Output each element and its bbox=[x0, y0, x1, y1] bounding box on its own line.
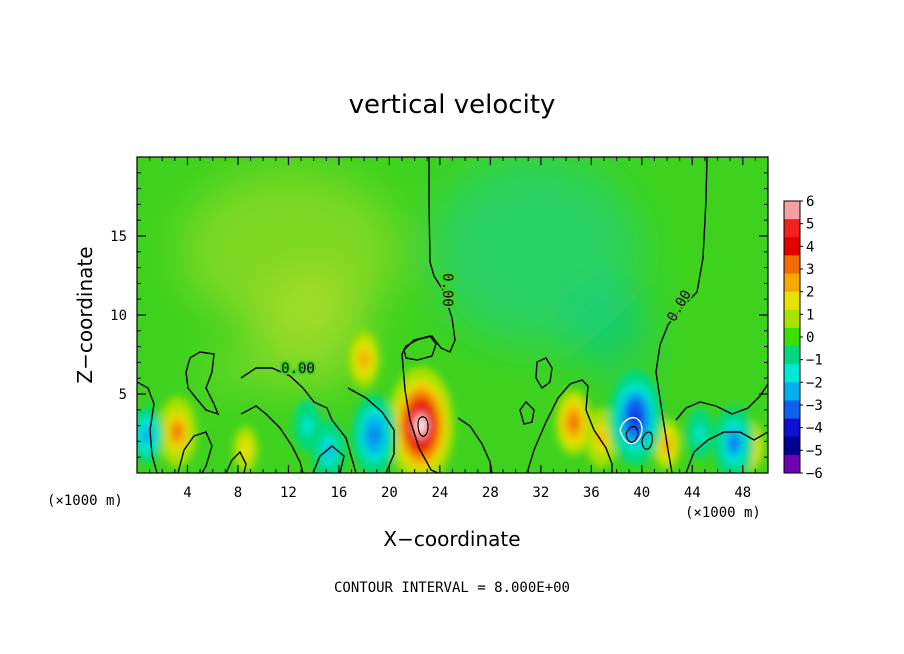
zero-contour bbox=[347, 387, 395, 473]
zero-contour bbox=[403, 335, 437, 361]
colorbar-label: −6 bbox=[806, 466, 823, 482]
downdraft-core-contour bbox=[619, 417, 643, 444]
x-tick-label: 44 bbox=[684, 485, 701, 501]
colorbar-label: 1 bbox=[806, 307, 814, 323]
colorbar-label: −5 bbox=[806, 443, 823, 459]
contour-label-halo: 0.00 bbox=[281, 361, 315, 377]
contour-label: 0.00 bbox=[281, 361, 315, 377]
colorbar-label: −4 bbox=[806, 421, 823, 437]
x-tick-label: 28 bbox=[482, 485, 499, 501]
velocity-cell bbox=[713, 406, 755, 473]
colorbar-label: 6 bbox=[806, 194, 814, 210]
velocity-cell bbox=[351, 394, 397, 473]
velocity-cell bbox=[348, 330, 380, 388]
x-tick-label: 20 bbox=[381, 485, 398, 501]
x-axis-label: X−coordinate bbox=[383, 527, 520, 551]
zero-contour bbox=[240, 367, 357, 473]
zero-contour bbox=[519, 400, 535, 425]
velocity-cell bbox=[233, 426, 258, 473]
chart-title: vertical velocity bbox=[349, 90, 556, 120]
x-tick-label: 48 bbox=[734, 485, 751, 501]
x-tick-label: 8 bbox=[234, 485, 242, 501]
y-tick-label: 10 bbox=[110, 308, 127, 324]
colorbar-label: 0 bbox=[806, 330, 814, 346]
colorbar-swatch bbox=[784, 219, 800, 238]
zero-contour bbox=[312, 445, 345, 473]
downdraft-core-contour bbox=[625, 425, 639, 443]
x-unit-label-left: (×1000 m) bbox=[47, 493, 123, 509]
colorbar-swatch bbox=[784, 273, 800, 293]
zero-contour bbox=[685, 431, 768, 473]
x-tick-label: 24 bbox=[431, 485, 448, 501]
colorbar-swatch bbox=[784, 364, 800, 383]
velocity-cell bbox=[137, 406, 163, 464]
colorbar-swatch bbox=[784, 382, 800, 401]
colorbar-swatch bbox=[784, 454, 800, 474]
colorbar-swatch bbox=[784, 309, 800, 329]
contour-label: 0.00 bbox=[439, 273, 455, 307]
colorbar-swatch bbox=[784, 327, 800, 347]
zero-contour bbox=[185, 351, 220, 416]
velocity-cell bbox=[157, 396, 197, 468]
colorbar-swatch bbox=[784, 418, 800, 438]
zero-contour bbox=[401, 157, 456, 473]
colorbar-swatch bbox=[784, 400, 800, 419]
zero-contour bbox=[675, 383, 768, 421]
zero-contour bbox=[225, 450, 247, 473]
velocity-cell bbox=[293, 399, 322, 452]
y-axis: 5 10 15 bbox=[110, 172, 768, 458]
zero-contour bbox=[535, 357, 553, 390]
colorbar: 6 5 4 3 2 1 0 −1 −2 −3 −4 −5 −6 bbox=[783, 194, 823, 482]
plot-area: 0.000.000.000.00 0.000.00 bbox=[137, 157, 768, 473]
colorbar-swatch bbox=[784, 291, 800, 311]
zero-contour bbox=[655, 157, 708, 473]
x-tick-label: 4 bbox=[183, 485, 191, 501]
y-axis-label: Z−coordinate bbox=[73, 246, 97, 383]
zero-contour bbox=[137, 381, 158, 473]
colorbar-swatch bbox=[784, 237, 800, 256]
colorbar-label: −1 bbox=[806, 353, 823, 369]
x-tick-label: 32 bbox=[532, 485, 549, 501]
colorbar-label: −2 bbox=[806, 375, 823, 391]
colorbar-label: 2 bbox=[806, 285, 814, 301]
contour-label-halo: 0.00 bbox=[439, 273, 455, 307]
y-tick-label: 5 bbox=[119, 387, 127, 403]
colorbar-label: 4 bbox=[806, 239, 814, 255]
colorbar-swatch bbox=[784, 346, 800, 365]
colorbar-label: 3 bbox=[806, 262, 814, 278]
velocity-cell bbox=[311, 420, 346, 473]
colorbar-swatch bbox=[784, 255, 800, 274]
colorbar-swatch bbox=[784, 436, 800, 456]
colorbar-swatch bbox=[784, 201, 800, 220]
x-unit-label-right: (×1000 m) bbox=[685, 505, 761, 521]
colorbar-label: −3 bbox=[806, 398, 823, 414]
x-tick-label: 40 bbox=[633, 485, 650, 501]
x-axis: 4 8 12 16 20 24 28 32 36 40 44 48 bbox=[149, 157, 756, 501]
x-tick-label: 36 bbox=[583, 485, 600, 501]
downdraft-core-contour bbox=[641, 431, 653, 450]
zero-contour bbox=[526, 379, 613, 473]
contour-interval-note: CONTOUR INTERVAL = 8.000E+00 bbox=[334, 580, 570, 596]
updraft-core-contour bbox=[417, 416, 429, 437]
zero-contour bbox=[240, 405, 304, 473]
velocity-cell bbox=[555, 389, 592, 456]
zero-contour bbox=[177, 431, 213, 473]
colorbar-label: 5 bbox=[806, 217, 814, 233]
velocity-cell bbox=[686, 408, 714, 459]
y-tick-label: 15 bbox=[110, 229, 127, 245]
velocity-cell bbox=[387, 366, 455, 473]
x-tick-label: 12 bbox=[280, 485, 297, 501]
x-tick-label: 16 bbox=[330, 485, 347, 501]
